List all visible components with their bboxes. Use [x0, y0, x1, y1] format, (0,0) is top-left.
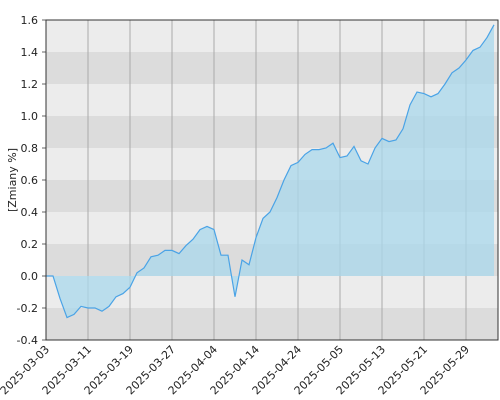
y-axis-label: [Zmiany %] [6, 148, 19, 212]
line [46, 24, 495, 319]
band [46, 52, 498, 84]
band [46, 20, 498, 52]
y-tick-label: 0.6 [21, 174, 39, 187]
area [46, 24, 494, 318]
y-tick-label: 0.2 [21, 238, 39, 251]
y-tick-label: -0.4 [17, 334, 38, 347]
y-tick-label: 1.6 [21, 14, 39, 27]
y-tick-label: -0.2 [17, 302, 38, 315]
y-tick-label: 0.0 [21, 270, 39, 283]
band [46, 308, 498, 340]
y-tick-label: 1.2 [21, 78, 39, 91]
y-tick-label: 1.4 [21, 46, 39, 59]
y-tick-label: 0.4 [21, 206, 39, 219]
y-tick-label: 0.8 [21, 142, 39, 155]
plot-frame [45, 19, 499, 341]
y-tick-label: 1.0 [21, 110, 39, 123]
